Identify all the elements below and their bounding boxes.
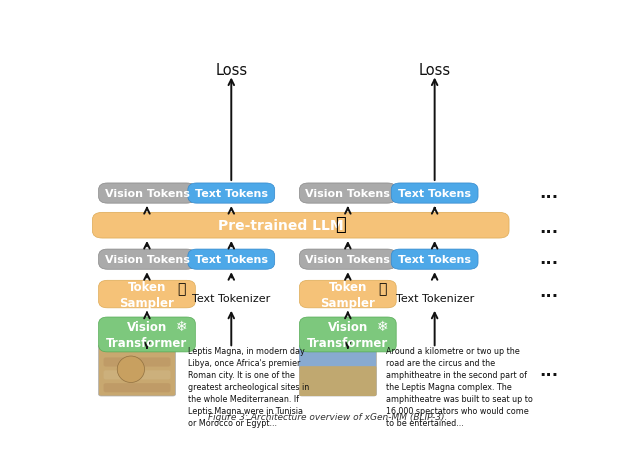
FancyBboxPatch shape bbox=[300, 184, 396, 204]
Text: Token
Sampler: Token Sampler bbox=[321, 280, 375, 309]
FancyBboxPatch shape bbox=[391, 249, 478, 270]
Text: Figure 3: Architecture overview of xGen-MM (BLIP-3).: Figure 3: Architecture overview of xGen-… bbox=[208, 412, 448, 421]
Text: ❄: ❄ bbox=[376, 319, 388, 334]
Text: Token
Sampler: Token Sampler bbox=[120, 280, 174, 309]
Text: ...: ... bbox=[539, 250, 558, 268]
Text: ...: ... bbox=[539, 361, 558, 379]
Text: Vision Tokens: Vision Tokens bbox=[104, 255, 189, 265]
Text: Text Tokenizer: Text Tokenizer bbox=[192, 293, 271, 303]
Text: Vision
Transformer: Vision Transformer bbox=[106, 320, 188, 349]
Text: ...: ... bbox=[539, 184, 558, 202]
Ellipse shape bbox=[117, 356, 145, 383]
Text: Text Tokens: Text Tokens bbox=[398, 255, 471, 265]
Text: Text Tokenizer: Text Tokenizer bbox=[396, 293, 474, 303]
FancyBboxPatch shape bbox=[99, 184, 195, 204]
FancyBboxPatch shape bbox=[300, 281, 396, 308]
FancyBboxPatch shape bbox=[300, 345, 376, 368]
Text: ...: ... bbox=[539, 218, 558, 237]
Text: 🔥: 🔥 bbox=[335, 216, 346, 234]
Text: Loss: Loss bbox=[215, 62, 247, 78]
FancyBboxPatch shape bbox=[391, 184, 478, 204]
FancyBboxPatch shape bbox=[188, 184, 275, 204]
FancyBboxPatch shape bbox=[104, 357, 170, 367]
Text: Text Tokens: Text Tokens bbox=[195, 255, 268, 265]
Text: Loss: Loss bbox=[419, 62, 451, 78]
FancyBboxPatch shape bbox=[300, 345, 376, 396]
Text: Vision
Transformer: Vision Transformer bbox=[307, 320, 388, 349]
Text: ❄: ❄ bbox=[175, 319, 188, 334]
FancyBboxPatch shape bbox=[300, 367, 376, 396]
FancyBboxPatch shape bbox=[104, 370, 170, 380]
FancyBboxPatch shape bbox=[99, 281, 195, 308]
FancyBboxPatch shape bbox=[99, 317, 195, 352]
FancyBboxPatch shape bbox=[104, 383, 170, 393]
FancyBboxPatch shape bbox=[300, 249, 396, 270]
Text: Vision Tokens: Vision Tokens bbox=[305, 188, 390, 198]
Text: Text Tokens: Text Tokens bbox=[195, 188, 268, 198]
FancyBboxPatch shape bbox=[99, 249, 195, 270]
FancyBboxPatch shape bbox=[99, 345, 175, 396]
Text: Around a kilometre or two up the
road are the circus and the
amphitheatre in the: Around a kilometre or two up the road ar… bbox=[387, 346, 533, 427]
Text: Text Tokens: Text Tokens bbox=[398, 188, 471, 198]
FancyBboxPatch shape bbox=[92, 213, 509, 238]
Text: Pre-trained LLM: Pre-trained LLM bbox=[218, 219, 344, 233]
Text: Vision Tokens: Vision Tokens bbox=[305, 255, 390, 265]
Text: Leptis Magna, in modern day
Libya, once Africa's premier
Roman city. It is one o: Leptis Magna, in modern day Libya, once … bbox=[188, 346, 309, 427]
Text: 🔥: 🔥 bbox=[378, 282, 387, 296]
Text: 🔥: 🔥 bbox=[177, 282, 186, 296]
Text: ...: ... bbox=[539, 283, 558, 301]
Text: Vision Tokens: Vision Tokens bbox=[104, 188, 189, 198]
FancyBboxPatch shape bbox=[300, 317, 396, 352]
FancyBboxPatch shape bbox=[188, 249, 275, 270]
